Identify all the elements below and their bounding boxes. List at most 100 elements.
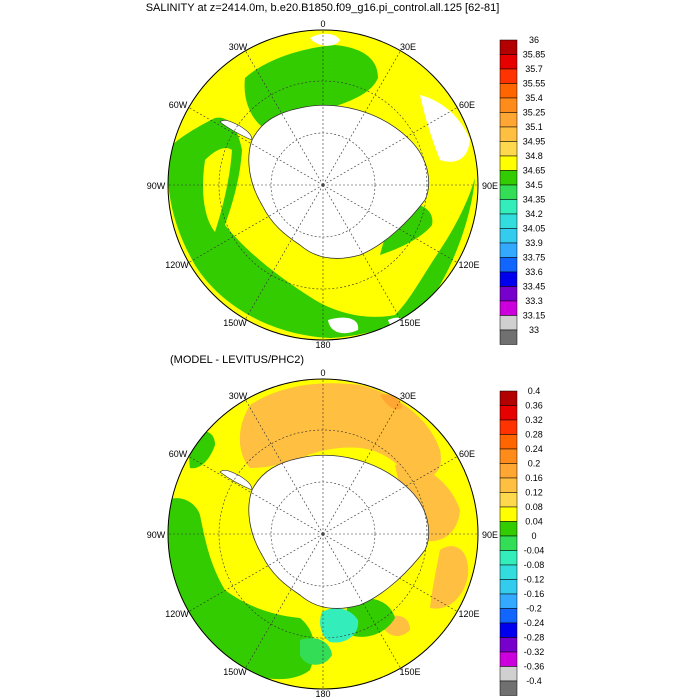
- label-90w: 90W: [147, 530, 166, 540]
- colorbar-label: 35.85: [523, 50, 546, 60]
- colorbar-label: 35.55: [523, 79, 546, 89]
- antarctica-coastline: [248, 105, 430, 259]
- label-150e: 150E: [399, 318, 420, 328]
- panel-title: (MODEL - LEVITUS/PHC2): [170, 354, 305, 366]
- label-0: 0: [320, 368, 325, 378]
- colorbar-label: 0.36: [525, 401, 543, 411]
- colorbar-swatch: [499, 637, 518, 653]
- colorbar-swatch: [499, 300, 518, 316]
- colorbar-label: 33.45: [523, 282, 546, 292]
- label-90w: 90W: [147, 181, 166, 191]
- colorbar-swatch: [499, 419, 518, 435]
- salinity-panel: SALINITY at z=2414.0m, b.e20.B1850.f09_g…: [146, 2, 546, 350]
- colorbar-label: 0.4: [528, 386, 541, 396]
- label-60e: 60E: [459, 449, 475, 459]
- colorbar-swatch: [499, 593, 518, 609]
- colorbar-swatch: [499, 535, 518, 551]
- colorbar-swatch: [499, 405, 518, 421]
- colorbar-swatch: [499, 54, 518, 70]
- colorbar-label: 34.2: [525, 209, 543, 219]
- difference-map-svg: 0 30E 60E 90E 120E 150E 180 150W 120W 90…: [147, 368, 545, 699]
- colorbar-label: -0.04: [524, 546, 545, 556]
- antarctica-coastline: [248, 455, 430, 609]
- colorbar-label: 0: [531, 531, 536, 541]
- label-150w: 150W: [223, 318, 247, 328]
- colorbar-swatch: [499, 271, 518, 287]
- colorbar-label: -0.2: [526, 604, 542, 614]
- colorbar-swatch: [499, 608, 518, 624]
- colorbar-label: 0.2: [528, 459, 541, 469]
- colorbar-swatch: [499, 492, 518, 508]
- colorbar-swatch: [499, 170, 518, 186]
- label-30e: 30E: [400, 391, 416, 401]
- colorbar-swatch: [499, 242, 518, 258]
- nodata-patch-south: [328, 317, 359, 334]
- nodata-patch-north: [310, 33, 340, 46]
- colorbar-label: 35.7: [525, 64, 543, 74]
- colorbar-swatch: [499, 213, 518, 229]
- label-30w: 30W: [229, 42, 248, 52]
- label-120e: 120E: [458, 260, 479, 270]
- colorbar-swatch: [499, 83, 518, 99]
- colorbar-swatch: [499, 68, 518, 84]
- label-30e: 30E: [400, 42, 416, 52]
- colorbar-label: 33.9: [525, 238, 543, 248]
- colorbar-label: 33.15: [523, 311, 546, 321]
- colorbar-label: -0.24: [524, 618, 545, 628]
- colorbar-swatch: [499, 550, 518, 566]
- colorbar-swatch: [499, 434, 518, 450]
- colorbar-swatch: [499, 286, 518, 302]
- colorbar-label: 34.05: [523, 224, 546, 234]
- antarctic-peninsula: [219, 120, 253, 141]
- colorbar-swatch: [499, 680, 518, 696]
- colorbar-swatch: [499, 622, 518, 638]
- orange-region-far-east: [430, 546, 469, 609]
- colorbar-swatch: [499, 521, 518, 537]
- colorbar-label: 33.3: [525, 296, 543, 306]
- colorbar-label: 35.4: [525, 93, 543, 103]
- nodata-patch-east: [420, 95, 470, 162]
- colorbar-swatch: [499, 126, 518, 142]
- polar-map: [167, 29, 479, 341]
- salinity-map-svg: 0 30E 60E 90E 120E 150E 180 150W 120W 90…: [147, 19, 546, 350]
- colorbar-label: 0.28: [525, 430, 543, 440]
- colorbar-label: 33.6: [525, 267, 543, 277]
- colorbar-label: 35.1: [525, 122, 543, 132]
- colorbar-label: 34.95: [523, 137, 546, 147]
- antarctica-landmass: [248, 455, 429, 609]
- label-120w: 120W: [165, 609, 189, 619]
- colorbar-swatch: [499, 39, 518, 55]
- green-region-weddell: [244, 45, 378, 132]
- label-180: 180: [315, 689, 330, 699]
- label-90e: 90E: [482, 530, 498, 540]
- colorbar-label: 34.35: [523, 195, 546, 205]
- colorbar-swatch: [499, 390, 518, 406]
- label-30w: 30W: [229, 391, 248, 401]
- colorbar-swatch: [499, 463, 518, 479]
- label-180: 180: [315, 340, 330, 350]
- colorbar-swatch: [499, 651, 518, 667]
- colorbar-label: 35.25: [523, 108, 546, 118]
- colorbar-swatch: [499, 448, 518, 464]
- colorbar-label: 0.12: [525, 488, 543, 498]
- colorbar-swatch: [499, 155, 518, 171]
- colorbar-swatch: [499, 579, 518, 595]
- label-150e: 150E: [399, 667, 420, 677]
- colorbar-swatch: [499, 112, 518, 128]
- teal-region: [320, 608, 359, 643]
- antarctica-landmass: [248, 105, 429, 259]
- colorbar-label: -0.36: [524, 662, 545, 672]
- label-60e: 60E: [459, 100, 475, 110]
- colorbar-label: 33: [529, 325, 539, 335]
- colorbar-swatch: [499, 141, 518, 157]
- colorbar-label: -0.32: [524, 647, 545, 657]
- longitude-labels: 0 30E 60E 90E 120E 150E 180 150W 120W 90…: [147, 19, 498, 350]
- colorbar-swatch: [499, 666, 518, 682]
- label-0: 0: [320, 19, 325, 29]
- colorbar-label: -0.4: [526, 676, 542, 686]
- colorbar-label: 0.32: [525, 415, 543, 425]
- colorbar-label: -0.08: [524, 560, 545, 570]
- map-border: [167, 378, 479, 690]
- colorbar-label: 36: [529, 35, 539, 45]
- label-90e: 90E: [482, 181, 498, 191]
